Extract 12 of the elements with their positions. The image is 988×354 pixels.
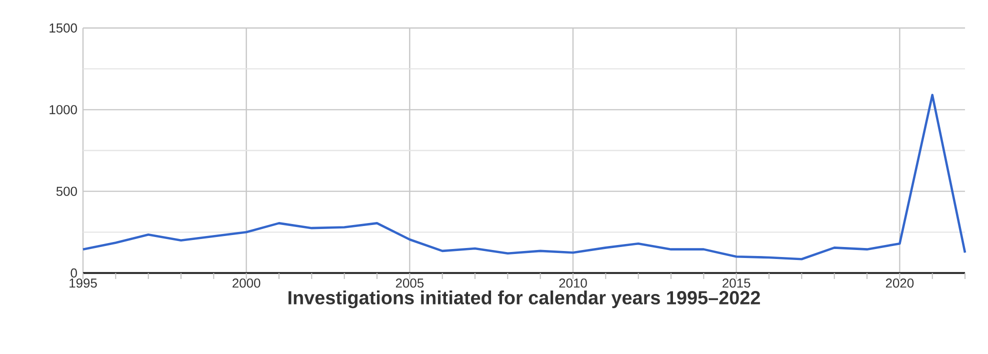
x-tick-label: 2010 [559, 278, 587, 288]
x-tick-label: 1995 [70, 278, 97, 288]
x-tick-label: 2000 [232, 278, 260, 288]
x-axis-title: Investigations initiated for calendar years 1995–2022 [288, 290, 760, 308]
x-tick-label: 2020 [886, 278, 914, 288]
line-series [82, 94, 966, 260]
x-tick-label: 2005 [396, 278, 424, 288]
y-tick-label: 1500 [50, 23, 77, 33]
y-tick-label: 0 [70, 268, 77, 278]
y-tick-label: 1000 [50, 105, 77, 114]
x-tick-label: 2015 [722, 278, 750, 288]
y-tick-label: 500 [56, 186, 77, 196]
